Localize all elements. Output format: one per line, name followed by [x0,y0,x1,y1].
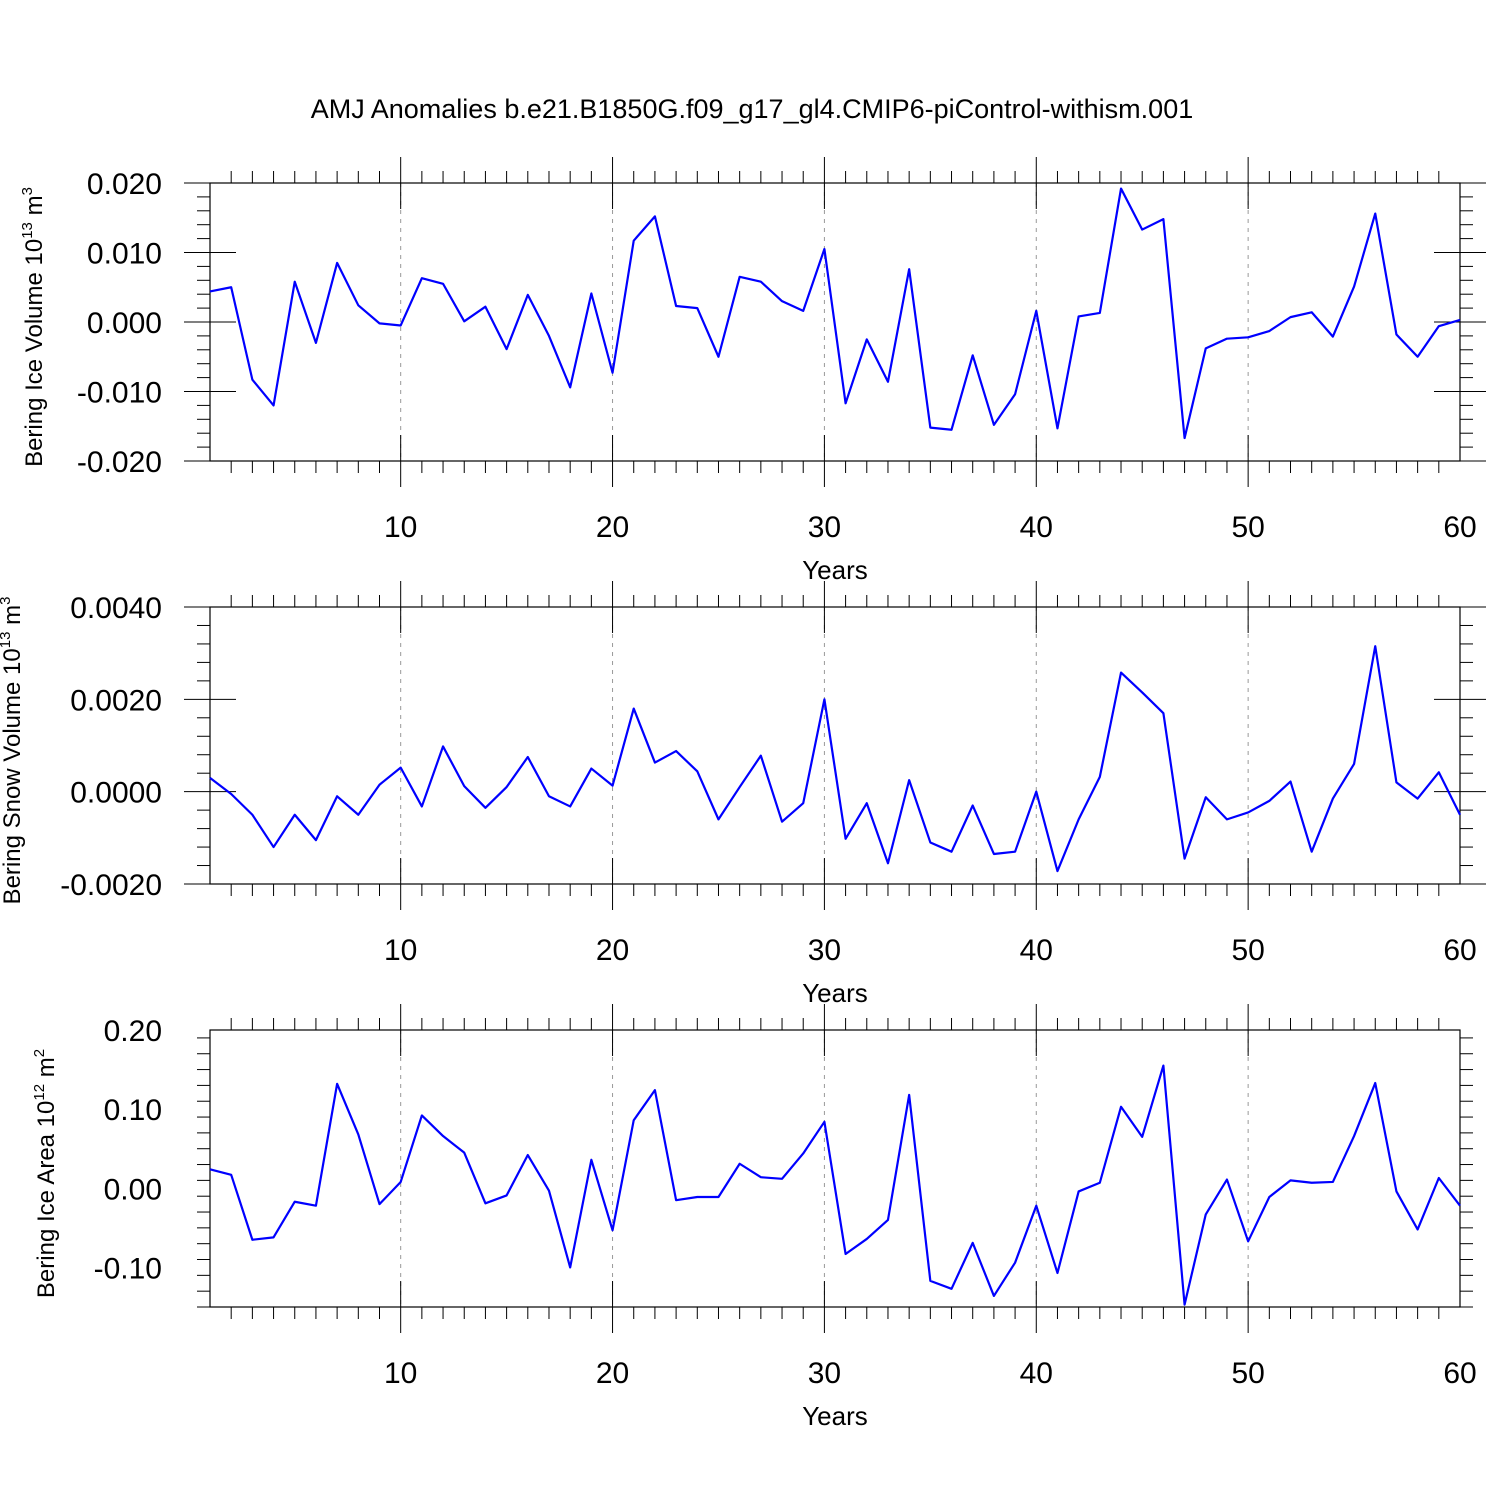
series-line [209,1064,1461,1306]
x-tick-label: 10 [384,511,417,544]
chart-panel-1: 10 20 30 40 50 60 Years 0.020 0.010 0.000 -0.010 -0… [19,157,1486,585]
x-tick-label: 40 [1020,511,1053,544]
x-tick-label: 40 [1020,1357,1053,1390]
y-tick-label: -0.010 [77,377,162,410]
panels: 10 20 30 40 50 60 Years 0.020 0.010 0.000 -0.010 -0… [0,157,1486,1431]
series-line [209,645,1461,873]
y-axis-label: Bering Ice Area 1012 m2 [31,1049,60,1298]
y-tick-label: 0.0020 [70,684,162,717]
x-tick-label: 10 [384,1357,417,1390]
chart-panel-3: 10 20 30 40 50 60 Years 0.20 0.10 0.00 -0.10 Bering… [31,1004,1477,1431]
x-tick-label: 30 [808,1357,841,1390]
y-tick-label: -0.0020 [60,869,162,902]
plot-frame [209,606,1461,885]
x-axis-label: Years [802,555,868,585]
y-tick-label: 0.010 [87,238,162,271]
y-tick-label: 0.0040 [70,592,162,625]
series-line [209,187,1461,440]
x-tick-label: 60 [1443,511,1476,544]
chart-title: AMJ Anomalies b.e21.B1850G.f09_g17_gl4.C… [311,94,1193,124]
x-tick-label: 60 [1443,934,1476,967]
plot-frame [209,1029,1461,1308]
chart-panel-2: 10 20 30 40 50 60 Years 0.0040 0.0020 0.0000 -0.00… [0,581,1486,1008]
y-tick-label: 0.020 [87,168,162,201]
y-axis-label: Bering Snow Volume 1013 m3 [0,597,26,905]
y-tick-label: 0.0000 [70,777,162,810]
plot-frame [209,182,1461,462]
x-tick-label: 50 [1231,1357,1264,1390]
x-tick-label: 10 [384,934,417,967]
x-tick-label: 50 [1231,511,1264,544]
y-tick-label: 0.000 [87,307,162,340]
y-tick-label: 0.20 [104,1015,162,1048]
x-tick-label: 40 [1020,934,1053,967]
x-tick-label: 20 [596,511,629,544]
y-tick-label: -0.020 [77,446,162,479]
x-tick-label: 60 [1443,1357,1476,1390]
y-tick-label: 0.00 [104,1173,162,1206]
x-axis-label: Years [802,1401,868,1431]
y-axis-label: Bering Ice Volume 1013 m3 [19,187,48,467]
x-tick-label: 20 [596,1357,629,1390]
x-tick-label: 20 [596,934,629,967]
x-tick-label: 30 [808,934,841,967]
x-tick-label: 50 [1231,934,1264,967]
x-tick-label: 30 [808,511,841,544]
y-tick-label: 0.10 [104,1094,162,1127]
y-tick-label: -0.10 [94,1252,162,1285]
x-axis-label: Years [802,978,868,1008]
